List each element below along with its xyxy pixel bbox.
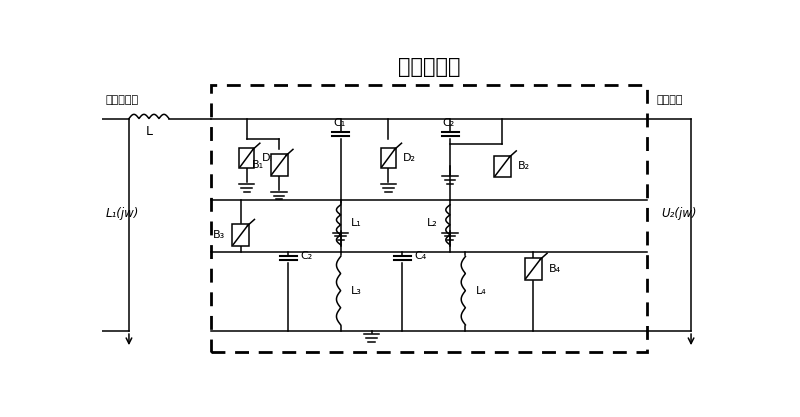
Text: C₁: C₁ [333,118,346,128]
Bar [232,224,249,246]
Text: C₄: C₄ [414,251,427,261]
Text: L₃: L₃ [350,286,362,296]
Bar [270,154,287,176]
Text: B₁: B₁ [251,160,264,170]
Text: D₂: D₂ [403,153,416,163]
Bar [239,148,254,168]
Text: 直流线路: 直流线路 [656,95,683,105]
Text: 平波电抗器: 平波电抗器 [106,95,139,105]
Text: L₁(jw): L₁(jw) [106,207,139,220]
Bar [381,148,396,168]
Text: L₂: L₂ [427,218,438,228]
Text: L: L [146,125,154,138]
Text: D₁: D₁ [262,153,274,163]
Text: U₂(jw): U₂(jw) [661,207,697,220]
Text: C₂: C₂ [301,251,313,261]
Text: C₂: C₂ [442,118,454,128]
Text: B₂: B₂ [518,161,530,171]
Text: 直流滤波器: 直流滤波器 [398,57,461,77]
Text: B₄: B₄ [549,264,561,274]
Bar [525,258,542,279]
Text: B₃: B₃ [213,230,226,240]
Bar [494,156,511,177]
Text: L₁: L₁ [350,218,362,228]
Text: L₄: L₄ [475,286,486,296]
